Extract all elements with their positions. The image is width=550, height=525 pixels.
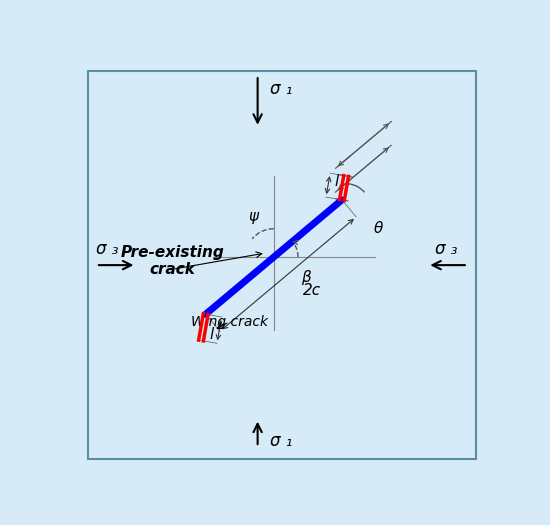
Text: 2c: 2c [303,283,321,298]
Text: σ ₃: σ ₃ [96,240,118,258]
Text: Wing crack: Wing crack [191,314,268,329]
Text: σ ₃: σ ₃ [436,240,458,258]
FancyBboxPatch shape [88,71,476,459]
Text: Pre-existing
crack: Pre-existing crack [121,245,224,277]
Text: β: β [301,270,311,285]
Text: l: l [209,327,213,342]
Text: σ ₁: σ ₁ [270,80,292,98]
Text: l: l [334,174,338,188]
Text: θ: θ [373,220,383,236]
Text: ψ: ψ [249,209,258,224]
Text: σ ₁: σ ₁ [270,432,292,450]
